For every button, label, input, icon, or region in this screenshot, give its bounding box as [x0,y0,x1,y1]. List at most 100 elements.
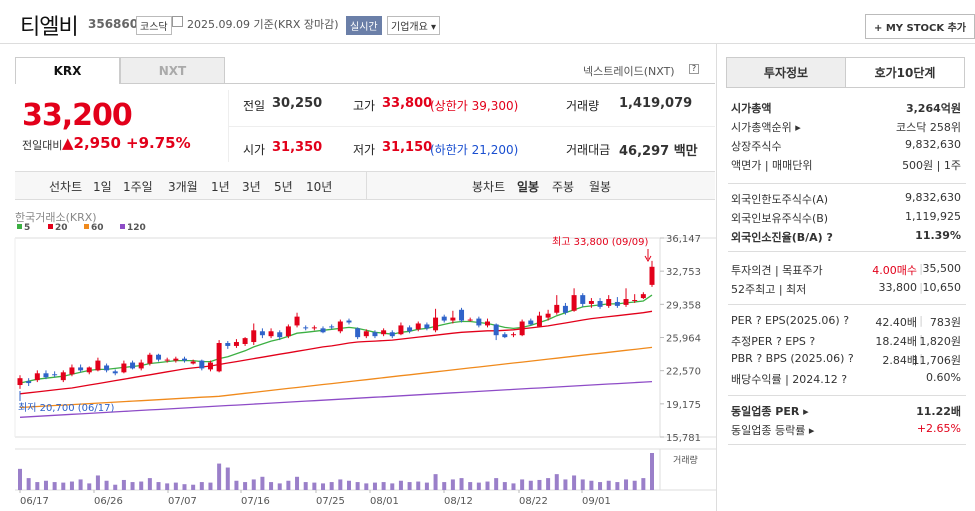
candle-body [554,304,560,313]
candle-body [632,300,638,302]
separator: | [919,281,923,294]
period-1y[interactable]: 1년 [211,180,230,194]
high-label: 고가 [353,99,376,113]
section-divider [728,444,966,445]
lower-limit: (하한가 21,200) [430,143,519,157]
volume-bar [641,478,646,490]
volume-label: 거래량 [673,454,698,466]
candle-body [640,294,646,299]
x-tick-label: 08/22 [519,496,548,507]
info-row: 외국인한도주식수(A) 9,832,630 [731,191,961,209]
volume-bar [338,479,343,490]
separator: | [919,352,923,365]
volume-bar [312,482,317,490]
candle-body [562,305,568,313]
info-label: 투자의견 | 목표주가 [731,264,823,277]
volume-bar [61,482,66,490]
candle-monthly[interactable]: 월봉 [589,180,612,194]
volume-bar [234,480,239,490]
date-text: 2025.09.09 기준(KRX 장마감) [187,18,339,31]
line-chart-button[interactable]: 선차트 [49,180,83,194]
my-stock-add-button[interactable]: + MY STOCK 추가 [864,14,975,39]
info-label: 동일업종 등락률 ▸ [731,424,815,437]
volume-bar [381,482,386,490]
nxt-link[interactable]: 넥스트레이드(NXT) [583,65,675,78]
candle-body [528,320,534,325]
realtime-badge[interactable]: 실시간 [346,16,382,35]
volume-bar [442,482,447,490]
candle-body [26,381,32,384]
period-10y[interactable]: 10년 [306,180,333,194]
candle-body [519,321,525,336]
info-row: PBR ? BPS (2025.06) ? 2.84배 | 11,706원 [731,352,961,370]
candle-body [476,318,482,326]
volume-bar [589,480,594,490]
volume-value: 1,419,079 [619,96,693,111]
period-1d[interactable]: 1일 [93,180,112,194]
x-tick-label: 07/07 [168,496,197,507]
low-value: 31,150 [382,140,433,155]
info-value: 18.24배 [875,335,917,348]
tab-nxt[interactable]: NXT [120,57,225,84]
info-label: PBR ? BPS (2025.06) ? [731,352,854,365]
candle-daily[interactable]: 일봉 [517,180,540,194]
volume-bar [546,478,551,490]
info-value: 코스닥 258위 [896,121,961,134]
company-overview-button[interactable]: 기업개요 ▾ [387,16,440,35]
help-icon[interactable]: ? [689,64,699,74]
info-row: 액면가 | 매매단위 500원 | 1주 [731,157,961,175]
period-5y[interactable]: 5년 [274,180,293,194]
section-divider [728,395,966,396]
candle-body [398,325,404,335]
info-value: 500원 | 1주 [902,159,961,172]
info-value: 783원 [929,316,961,329]
volume-bar [615,482,620,490]
candle-body [580,295,586,304]
section-divider [728,304,966,305]
candle-body [156,354,162,360]
legend-swatch [120,224,125,229]
volume-bar [87,483,92,490]
amount-label: 거래대금 [566,143,611,157]
info-label: 동일업종 PER ▸ [731,405,809,418]
period-3m[interactable]: 3개월 [168,180,198,194]
info-value: +2.65% [916,422,961,435]
legend-swatch [84,224,89,229]
info-row: 추정PER ? EPS ? 18.24배 | 1,820원 [731,333,961,351]
legend-label: 120 [127,223,146,233]
stock-chart[interactable]: 한국거래소(KRX) 5 20 60 120 36,147 32,753 29,358 25… [0,205,716,511]
chart-legend: 5 20 60 120 [17,223,146,233]
candle-body [363,331,369,337]
amount-value: 46,297 백만 [619,144,698,159]
moving-average-ma120 [19,380,653,418]
volume-bar [217,463,222,490]
volume-bar [563,479,568,490]
candle-body [130,362,136,369]
period-1w[interactable]: 1주일 [123,180,153,194]
chart-source: 한국거래소(KRX) [15,211,97,224]
info-label: PER ? EPS(2025.06) ? [731,314,850,327]
section-divider [728,251,966,252]
moving-average-ma60 [19,346,653,409]
volume-bar [260,476,265,490]
tab-krx[interactable]: KRX [15,57,120,84]
candle-body [78,367,84,371]
tab-order-book[interactable]: 호가10단계 [845,57,965,88]
y-tick-label: 29,358 [666,300,701,311]
volume-bar [468,482,473,490]
tab-investment-info[interactable]: 투자정보 [726,57,846,88]
period-3y[interactable]: 3년 [242,180,261,194]
candle-weekly[interactable]: 주봉 [552,180,575,194]
info-value: 2.84배 [882,354,917,367]
info-row: 시가총액 3,264억원 [731,100,961,118]
candle-chart-button[interactable]: 봉차트 [472,180,506,194]
candle-body [60,372,66,381]
volume-bar [165,483,170,490]
info-label: 52주최고 | 최저 [731,283,807,296]
volume-bar [52,482,57,490]
volume-bar [156,482,161,490]
candle-body [320,328,326,333]
volume-bar [69,481,74,490]
candle-body [459,309,465,321]
candle-body [225,343,231,346]
